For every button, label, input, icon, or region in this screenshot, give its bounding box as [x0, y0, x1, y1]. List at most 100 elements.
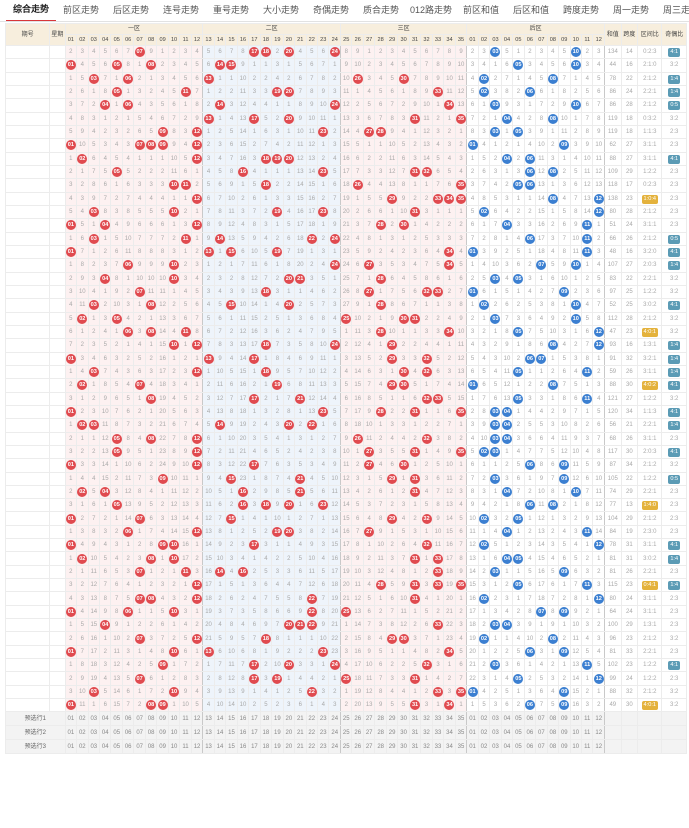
pick-back-cell[interactable]: 03: [489, 725, 502, 741]
pick-front-cell[interactable]: 06: [121, 711, 135, 727]
pick-front-cell[interactable]: 12: [190, 711, 204, 727]
pick-front-cell[interactable]: 32: [420, 711, 433, 727]
pick-front-cell[interactable]: 12: [190, 725, 204, 741]
pick-front-cell[interactable]: 18: [259, 739, 273, 755]
pick-front-cell[interactable]: 02: [76, 725, 89, 741]
pick-back-cell[interactable]: 12: [592, 739, 605, 755]
pick-back-cell[interactable]: 12: [592, 725, 605, 741]
pick-front-cell[interactable]: 12: [190, 739, 204, 755]
pick-front-cell[interactable]: 15: [225, 711, 238, 727]
pick-front-cell[interactable]: 17: [248, 739, 261, 755]
pick-front-cell[interactable]: 03: [87, 739, 101, 755]
pick-front-cell[interactable]: 24: [328, 711, 341, 727]
pick-front-cell[interactable]: 11: [179, 711, 192, 727]
pick-front-cell[interactable]: 21: [294, 739, 307, 755]
pick-front-cell[interactable]: 29: [385, 711, 399, 727]
pick-front-cell[interactable]: 01: [64, 739, 78, 755]
pick-back-cell[interactable]: 11: [580, 725, 594, 741]
pick-front-cell[interactable]: 32: [420, 739, 433, 755]
pick-back-cell[interactable]: 10: [569, 739, 583, 755]
pick-front-cell[interactable]: 21: [294, 725, 307, 741]
pick-back-cell[interactable]: 05: [512, 711, 525, 727]
pick-front-cell[interactable]: 02: [76, 739, 89, 755]
pick-back-cell[interactable]: 05: [512, 725, 525, 741]
pick-front-cell[interactable]: 09: [156, 739, 169, 755]
pick-back-cell[interactable]: 08: [546, 711, 560, 727]
pick-front-cell[interactable]: 32: [420, 725, 433, 741]
pick-front-cell[interactable]: 35: [454, 711, 468, 727]
tab-3[interactable]: 连号走势: [162, 5, 199, 15]
pick-back-cell[interactable]: 09: [558, 725, 571, 741]
pick-front-cell[interactable]: 20: [282, 711, 296, 727]
pick-front-cell[interactable]: 25: [339, 711, 353, 727]
pick-front-cell[interactable]: 25: [339, 725, 353, 741]
pick-back-cell[interactable]: 07: [535, 739, 548, 755]
pick-back-cell[interactable]: 01: [466, 725, 479, 741]
pick-front-cell[interactable]: 09: [156, 711, 169, 727]
tab-11[interactable]: 跨度走势: [562, 5, 599, 15]
pick-back-cell[interactable]: 11: [580, 739, 594, 755]
pick-front-cell[interactable]: 01: [64, 725, 78, 741]
pick-front-cell[interactable]: 24: [328, 739, 341, 755]
pick-front-cell[interactable]: 23: [316, 739, 330, 755]
pick-front-cell[interactable]: 04: [98, 725, 112, 741]
pick-front-cell[interactable]: 17: [248, 725, 261, 741]
pick-front-cell[interactable]: 05: [110, 711, 123, 727]
pick-front-cell[interactable]: 13: [202, 725, 215, 741]
pick-front-cell[interactable]: 27: [362, 711, 376, 727]
pick-front-cell[interactable]: 05: [110, 739, 123, 755]
pick-front-cell[interactable]: 28: [374, 711, 387, 727]
pick-front-cell[interactable]: 17: [248, 711, 261, 727]
pick-front-cell[interactable]: 14: [213, 711, 227, 727]
pick-front-cell[interactable]: 18: [259, 725, 273, 741]
pick-back-cell[interactable]: 10: [569, 711, 583, 727]
pick-front-cell[interactable]: 22: [305, 739, 319, 755]
pick-front-cell[interactable]: 19: [271, 711, 284, 727]
pick-front-cell[interactable]: 13: [202, 739, 215, 755]
pick-front-cell[interactable]: 29: [385, 725, 399, 741]
pick-front-cell[interactable]: 08: [144, 725, 158, 741]
pick-back-cell[interactable]: 01: [466, 711, 479, 727]
pick-front-cell[interactable]: 10: [167, 725, 181, 741]
tab-0[interactable]: 综合走势: [6, 0, 56, 21]
pick-back-cell[interactable]: 09: [558, 739, 571, 755]
pick-front-cell[interactable]: 14: [213, 725, 227, 741]
pick-front-cell[interactable]: 28: [374, 739, 387, 755]
pick-front-cell[interactable]: 07: [133, 725, 146, 741]
pick-front-cell[interactable]: 20: [282, 739, 296, 755]
pick-back-cell[interactable]: 09: [558, 711, 571, 727]
pick-back-cell[interactable]: 07: [535, 711, 548, 727]
pick-front-cell[interactable]: 35: [454, 725, 468, 741]
pick-back-cell[interactable]: 04: [500, 739, 514, 755]
pick-front-cell[interactable]: 14: [213, 739, 227, 755]
pick-front-cell[interactable]: 10: [167, 711, 181, 727]
pick-front-cell[interactable]: 33: [431, 739, 445, 755]
pick-front-cell[interactable]: 16: [236, 739, 250, 755]
pick-back-cell[interactable]: 11: [580, 711, 594, 727]
pick-front-cell[interactable]: 28: [374, 725, 387, 741]
tab-1[interactable]: 前区走势: [62, 5, 99, 15]
pick-back-cell[interactable]: 07: [535, 725, 548, 741]
pick-front-cell[interactable]: 07: [133, 711, 146, 727]
pick-front-cell[interactable]: 30: [397, 725, 410, 741]
tab-7[interactable]: 质合走势: [362, 5, 399, 15]
tab-12[interactable]: 周一走势: [612, 5, 649, 15]
pick-front-cell[interactable]: 15: [225, 725, 238, 741]
pick-front-cell[interactable]: 26: [351, 739, 364, 755]
pick-front-cell[interactable]: 22: [305, 711, 319, 727]
pick-front-cell[interactable]: 16: [236, 711, 250, 727]
pick-front-cell[interactable]: 04: [98, 739, 112, 755]
pick-back-cell[interactable]: 02: [477, 725, 491, 741]
pick-row[interactable]: 预选行3 01 02 03 04 05 06 07 08 09 10 11 12 13 14 15 16 17 18…: [5, 739, 687, 755]
pick-front-cell[interactable]: 27: [362, 725, 376, 741]
pick-front-cell[interactable]: 33: [431, 725, 445, 741]
pick-front-cell[interactable]: 08: [144, 711, 158, 727]
pick-front-cell[interactable]: 30: [397, 711, 410, 727]
pick-front-cell[interactable]: 07: [133, 739, 146, 755]
pick-front-cell[interactable]: 35: [454, 739, 468, 755]
pick-front-cell[interactable]: 34: [443, 725, 456, 741]
pick-front-cell[interactable]: 22: [305, 725, 319, 741]
pick-back-cell[interactable]: 04: [500, 725, 514, 741]
tab-8[interactable]: 012路走势: [409, 5, 453, 15]
tab-4[interactable]: 重号走势: [212, 5, 249, 15]
